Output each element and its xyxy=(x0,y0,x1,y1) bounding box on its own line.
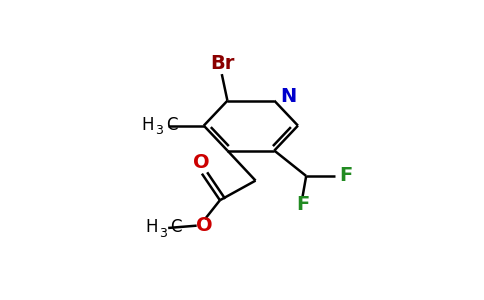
Text: H: H xyxy=(146,218,158,236)
Text: O: O xyxy=(196,216,212,235)
Text: N: N xyxy=(280,87,297,106)
Text: F: F xyxy=(297,195,310,214)
Text: Br: Br xyxy=(211,53,235,73)
Text: 3: 3 xyxy=(155,124,163,137)
Text: C: C xyxy=(166,116,178,134)
Text: O: O xyxy=(193,153,210,172)
Text: 3: 3 xyxy=(159,226,167,239)
Text: H: H xyxy=(141,116,154,134)
Text: F: F xyxy=(339,166,352,185)
Text: C: C xyxy=(170,218,182,236)
